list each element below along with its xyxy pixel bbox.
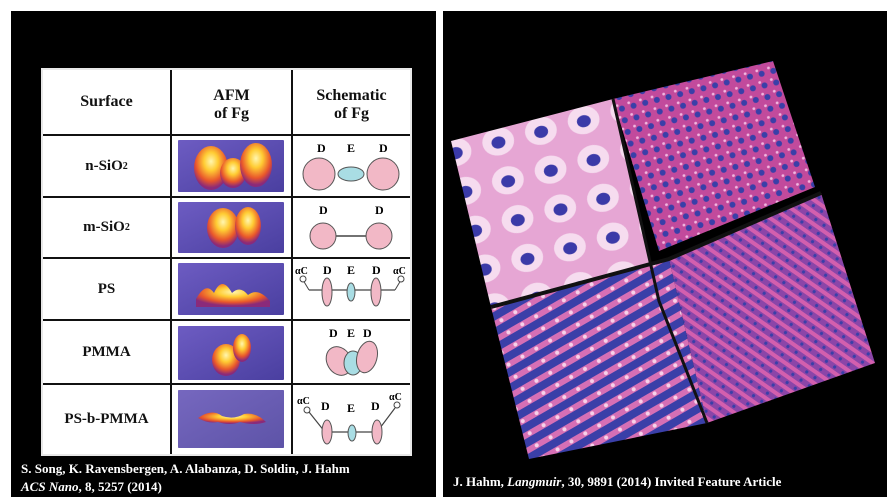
row-label-ps: PS xyxy=(97,280,116,297)
fibrinogen-table: Surface AFM of Fg Schematic of Fg n-SiO 2… xyxy=(41,68,412,456)
schematic-ps-b-pmma: αC D E D αC xyxy=(297,392,402,445)
label-e: E xyxy=(347,401,355,415)
label-d: D xyxy=(317,141,326,155)
schematic-m-sio2: D D xyxy=(309,203,393,250)
label-alpha-c: αC xyxy=(295,266,308,277)
tile-dotted-surface xyxy=(613,61,815,251)
left-panel: Surface AFM of Fg Schematic of Fg n-SiO 2… xyxy=(11,11,436,497)
header-afm-line2: of Fg xyxy=(213,105,250,122)
table-rule xyxy=(170,70,172,454)
label-d: D xyxy=(371,399,380,413)
afm-surface-3d-image xyxy=(451,61,875,459)
table-rule xyxy=(43,257,410,259)
left-caption-line2: ACS Nano, 8, 5257 (2014) xyxy=(21,479,162,494)
row-label-ps-b-pmma: PS-b-PMMA xyxy=(64,411,149,428)
label-e: E xyxy=(347,263,355,277)
schematic-n-sio2: D E D xyxy=(302,141,400,191)
label-d: D xyxy=(363,326,372,340)
schematic-ps: αC D E D αC xyxy=(295,263,406,307)
header-surface: Surface xyxy=(80,93,133,111)
row-label-m-sio2: m-SiO 2 xyxy=(83,219,130,236)
table-rule xyxy=(43,196,410,198)
afm-image-pmma xyxy=(178,326,284,380)
label-alpha-c: αC xyxy=(297,396,310,407)
header-afm: AFM of Fg xyxy=(172,76,291,134)
row-label-n-sio2: n-SiO 2 xyxy=(85,157,128,174)
tile-striped-surface xyxy=(491,259,707,459)
panel-divider xyxy=(436,0,443,499)
label-e: E xyxy=(347,141,355,155)
journal-name: ACS Nano xyxy=(21,479,79,494)
tile-porous-surface xyxy=(451,99,659,307)
label-d: D xyxy=(375,203,384,217)
schematic-pmma: D E D xyxy=(325,326,379,376)
header-schematic-line1: Schematic xyxy=(316,87,387,105)
journal-name: Langmuir xyxy=(507,474,562,489)
header-afm-line1: AFM xyxy=(213,87,250,105)
tile-fingerprint-surface xyxy=(669,193,875,423)
table-rule xyxy=(291,70,293,454)
afm-image-ps-b-pmma xyxy=(178,390,284,448)
label-d: D xyxy=(321,399,330,413)
afm-image-m-sio2 xyxy=(178,202,284,253)
header-schematic-line2: of Fg xyxy=(333,105,370,122)
row-label-pmma: PMMA xyxy=(82,343,131,360)
left-caption-line1: S. Song, K. Ravensbergen, A. Alabanza, D… xyxy=(21,461,350,476)
label-d: D xyxy=(319,203,328,217)
right-caption: J. Hahm, Langmuir, 30, 9891 (2014) Invit… xyxy=(453,474,782,489)
label-d: D xyxy=(329,326,338,340)
label-e: E xyxy=(347,326,355,340)
right-panel: J. Hahm, Langmuir, 30, 9891 (2014) Invit… xyxy=(443,11,887,497)
table-rule xyxy=(43,383,410,385)
afm-image-ps xyxy=(178,263,284,315)
label-d: D xyxy=(379,141,388,155)
label-d: D xyxy=(323,263,332,277)
table-rule xyxy=(43,319,410,321)
table-rule xyxy=(43,134,410,136)
label-alpha-c: αC xyxy=(393,266,406,277)
afm-image-n-sio2 xyxy=(178,140,284,192)
label-alpha-c: αC xyxy=(389,392,402,403)
header-schematic: Schematic of Fg xyxy=(293,76,410,134)
label-d: D xyxy=(372,263,381,277)
